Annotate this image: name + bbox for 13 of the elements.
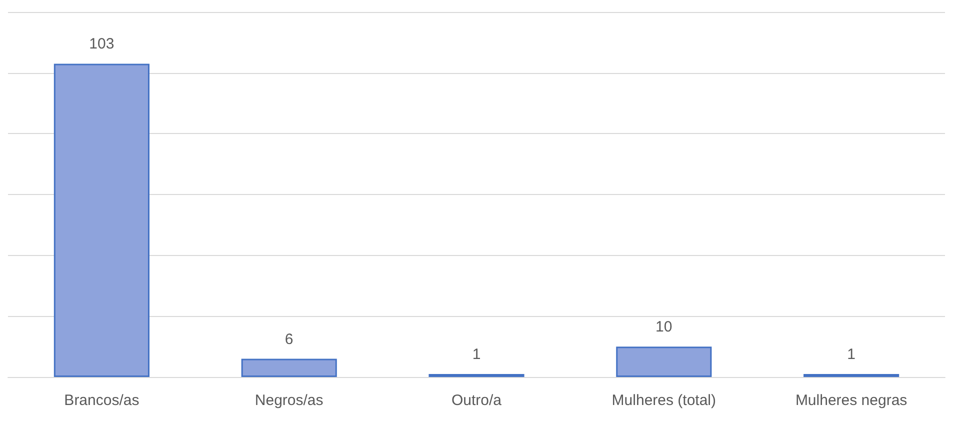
x-tick-label: Mulheres negras [795, 392, 908, 409]
bar [616, 346, 712, 377]
data-label: 6 [284, 330, 294, 348]
x-tick-label: Negros/as [254, 392, 324, 409]
data-label: 1 [472, 346, 481, 363]
data-label: 103 [89, 36, 114, 53]
x-tick-label: Brancos/as [64, 392, 140, 409]
x-tick-label: Outro/a [451, 392, 502, 409]
bar [54, 64, 150, 377]
bar [241, 358, 337, 377]
x-tick-label: Mulheres (total) [612, 392, 716, 409]
data-label: 1 [847, 346, 856, 363]
data-label: 10 [656, 318, 672, 336]
